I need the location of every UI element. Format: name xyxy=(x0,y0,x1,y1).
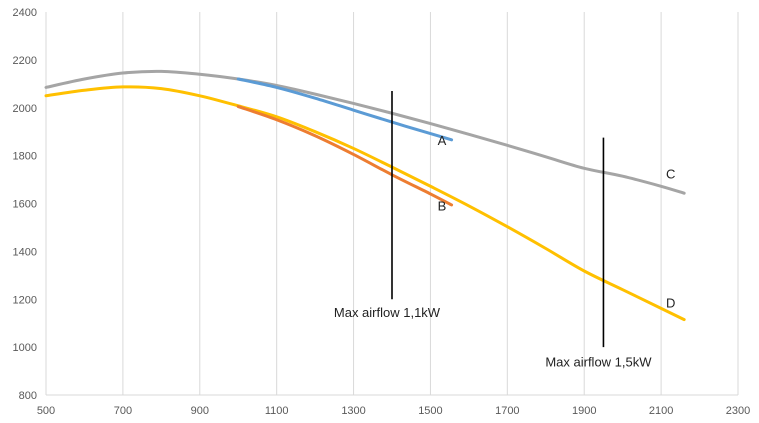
series-labels: A B C D xyxy=(438,133,676,311)
series-lines xyxy=(44,69,686,322)
y-tick-label-2000: 2000 xyxy=(13,103,37,115)
y-axis-ticks: 800 1000 1200 1400 1600 1800 2000 2200 2400 xyxy=(13,7,37,402)
series-line-B xyxy=(236,105,454,207)
max-airflow-label-2: Max airflow 1,5kW xyxy=(545,354,652,369)
max-airflow-label-1: Max airflow 1,1kW xyxy=(334,305,441,320)
y-tick-label-1000: 1000 xyxy=(13,342,37,354)
y-tick-label-1600: 1600 xyxy=(13,199,37,211)
series-line-D xyxy=(44,85,686,322)
y-tick-label-1400: 1400 xyxy=(13,246,37,258)
x-tick-label-700: 700 xyxy=(114,405,132,417)
x-tick-label-1900: 1900 xyxy=(572,405,596,417)
x-tick-label-2300: 2300 xyxy=(726,405,750,417)
vertical-gridlines xyxy=(45,12,739,395)
x-tick-label-1500: 1500 xyxy=(418,405,442,417)
y-tick-label-800: 800 xyxy=(19,390,37,402)
x-tick-label-500: 500 xyxy=(37,405,55,417)
y-tick-label-2200: 2200 xyxy=(13,55,37,67)
x-tick-label-900: 900 xyxy=(191,405,209,417)
x-tick-label-1100: 1100 xyxy=(265,405,289,417)
max-airflow-markers: Max airflow 1,1kW Max airflow 1,5kW xyxy=(334,90,652,369)
x-axis-ticks: 500 700 900 1100 1300 1500 1700 1900 2100 2300 xyxy=(37,405,750,417)
x-tick-label-1700: 1700 xyxy=(495,405,519,417)
series-label-B: B xyxy=(438,199,447,214)
series-line-C xyxy=(44,69,686,195)
series-label-D: D xyxy=(666,296,675,311)
series-label-A: A xyxy=(438,133,447,148)
series-line-A xyxy=(236,77,454,142)
x-tick-label-1300: 1300 xyxy=(341,405,365,417)
x-tick-label-2100: 2100 xyxy=(649,405,673,417)
series-label-C: C xyxy=(666,166,675,181)
y-tick-label-1200: 1200 xyxy=(13,294,37,306)
y-tick-label-2400: 2400 xyxy=(13,7,37,19)
y-tick-label-1800: 1800 xyxy=(13,151,37,163)
